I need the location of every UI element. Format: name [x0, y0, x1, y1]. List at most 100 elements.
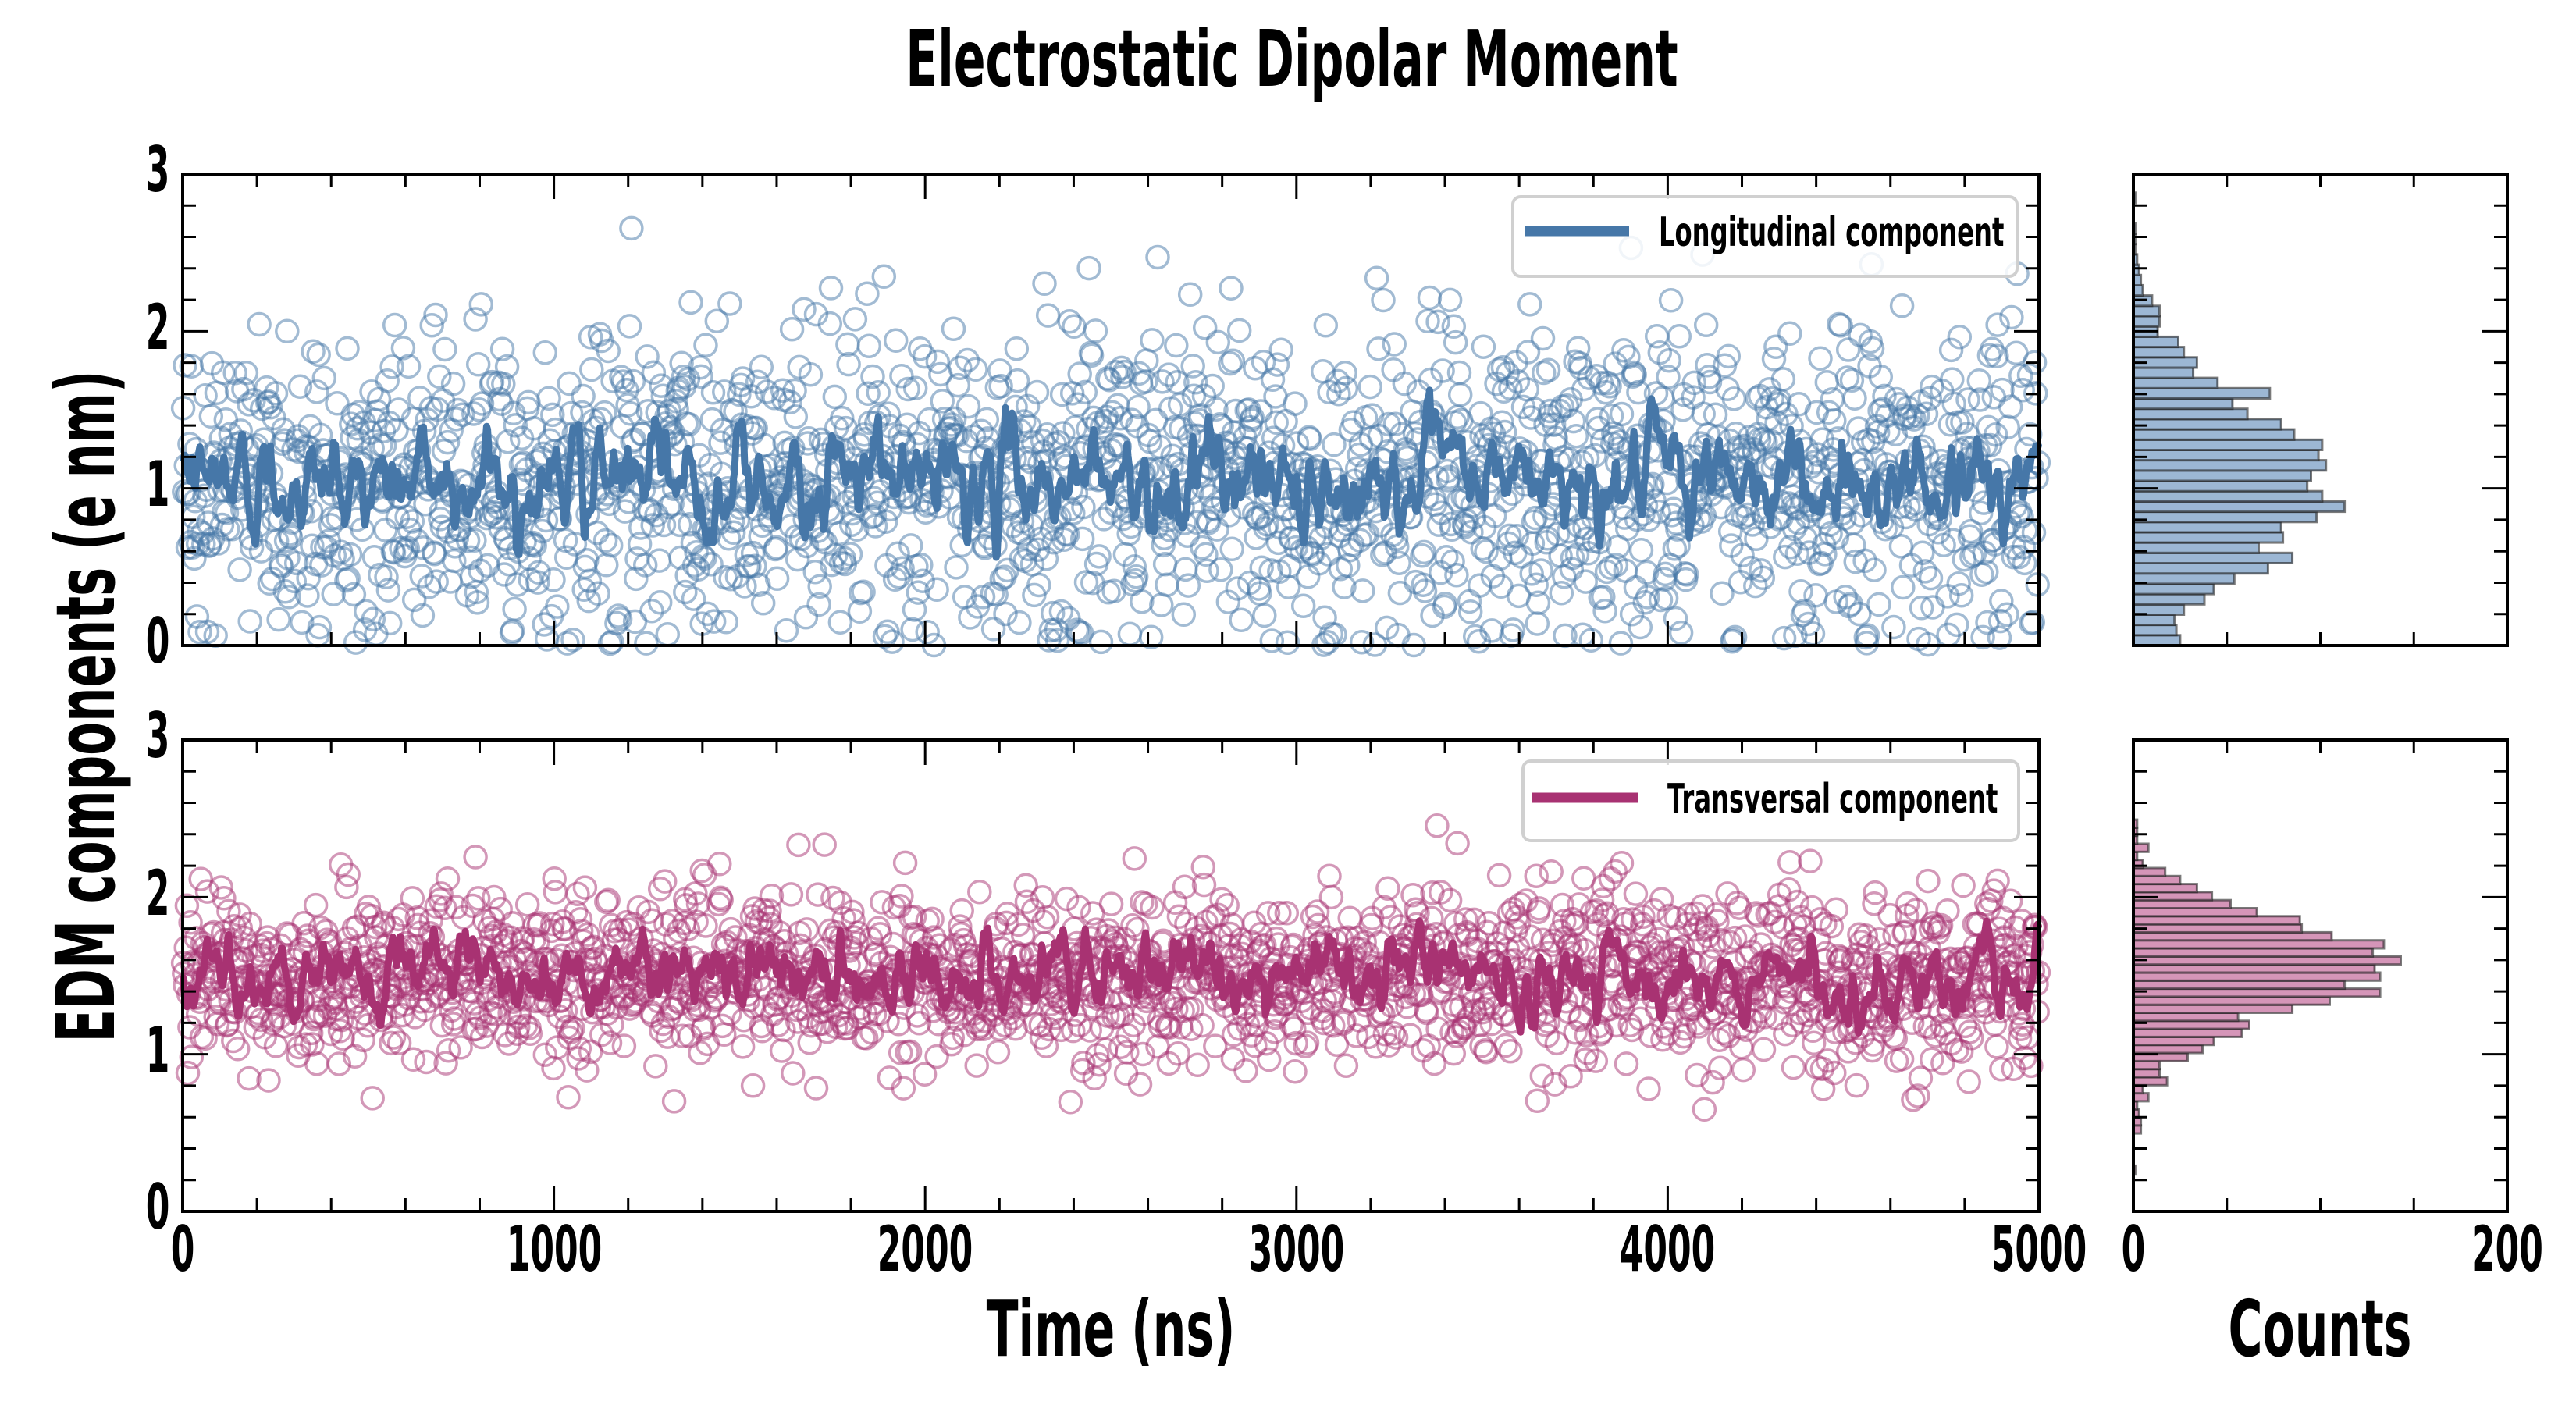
- scatter-point: [556, 1085, 581, 1110]
- scatter-point: [306, 342, 331, 368]
- scatter-point: [335, 336, 360, 361]
- top-scatter-points: [170, 215, 2051, 658]
- scatter-point: [1067, 361, 1092, 386]
- scatter-point: [940, 1025, 966, 1051]
- histogram-bar: [2132, 1019, 2250, 1030]
- scatter-point: [892, 850, 918, 876]
- histogram-bar: [2132, 874, 2182, 886]
- scatter-point: [1471, 334, 1496, 359]
- scatter-point: [643, 1054, 668, 1079]
- scatter-point: [1623, 881, 1649, 906]
- scatter-point: [433, 1051, 458, 1076]
- histogram-bar: [2132, 304, 2161, 318]
- scatter-point: [897, 1039, 923, 1065]
- scatter-point: [1167, 392, 1193, 418]
- scatter-point: [1784, 541, 1810, 566]
- scatter-point: [572, 875, 598, 900]
- scatter-point: [1112, 359, 1137, 385]
- scatter-point: [927, 933, 952, 958]
- scatter-point: [423, 302, 448, 328]
- scatter-point: [669, 350, 694, 376]
- scatter-point: [1788, 578, 1813, 604]
- scatter-point: [384, 418, 409, 443]
- scatter-point: [890, 556, 915, 582]
- scatter-point: [1079, 343, 1105, 368]
- scatter-point: [713, 609, 738, 635]
- scatter-point: [1313, 313, 1339, 338]
- scatter-point: [1525, 611, 1550, 636]
- scatter-point: [414, 1049, 439, 1075]
- scatter-point: [503, 413, 528, 438]
- scatter-point: [1220, 1046, 1246, 1072]
- scatter-point: [1730, 542, 1755, 568]
- scatter-point: [175, 1060, 201, 1086]
- scatter-point: [594, 553, 619, 578]
- scatter-point: [1940, 367, 1965, 392]
- scatter-point: [2021, 520, 2047, 546]
- scatter-point: [647, 877, 673, 902]
- scatter-point: [1034, 905, 1060, 930]
- histogram-bar: [2132, 1059, 2161, 1071]
- scatter-point: [1430, 358, 1455, 383]
- top-histogram-bars: [2132, 191, 2347, 647]
- scatter-point: [720, 520, 746, 546]
- scatter-point: [1763, 334, 1788, 360]
- scatter-point: [916, 407, 942, 432]
- scatter-point: [1722, 624, 1748, 650]
- y-tick-labels-bottom: 0 1 2 3: [146, 700, 170, 1244]
- scatter-point: [1674, 562, 1699, 587]
- scatter-point: [955, 347, 980, 373]
- scatter-point: [1149, 592, 1174, 617]
- scatter-point: [1062, 314, 1087, 340]
- ytick-label-bottom-1: 1: [146, 1015, 170, 1087]
- scatter-point: [621, 911, 646, 937]
- scatter-point: [600, 629, 624, 655]
- scatter-point: [783, 404, 809, 429]
- scatter-point: [1171, 602, 1197, 628]
- scatter-point: [915, 619, 940, 645]
- scatter-point: [435, 866, 461, 891]
- scatter-point: [1260, 367, 1286, 393]
- scatter-point: [1560, 408, 1586, 434]
- scatter-point: [269, 554, 294, 579]
- scatter-point: [1974, 559, 1999, 585]
- scatter-point: [873, 509, 898, 534]
- scatter-point: [980, 617, 1006, 642]
- scatter-point: [888, 1040, 913, 1065]
- scatter-point: [1446, 360, 1472, 386]
- scatter-point: [541, 567, 566, 592]
- scatter-point: [1457, 599, 1483, 624]
- scatter-point: [740, 1073, 766, 1098]
- scatter-point: [455, 528, 481, 553]
- scatter-point: [334, 874, 359, 900]
- scatter-point: [924, 577, 949, 602]
- scatter-point: [1156, 362, 1182, 387]
- scatter-point: [390, 336, 416, 361]
- scatter-point: [1681, 370, 1707, 396]
- scatter-point: [1795, 504, 1820, 529]
- scatter-point: [802, 560, 828, 585]
- scatter-point: [1489, 410, 1514, 435]
- scatter-point: [656, 494, 681, 520]
- scatter-point: [1076, 255, 1101, 281]
- scatter-point: [1126, 394, 1151, 420]
- scatter-point: [822, 384, 848, 410]
- scatter-point: [287, 374, 313, 399]
- histogram-bar: [2132, 624, 2178, 637]
- scatter-point: [585, 581, 610, 606]
- scatter-point: [394, 504, 419, 529]
- scatter-point: [1026, 572, 1051, 598]
- scatter-point: [1268, 337, 1293, 363]
- scatter-point: [377, 610, 403, 636]
- histogram-bar: [2132, 987, 2382, 998]
- scatter-point: [708, 430, 733, 455]
- x-axis-label-time: Time (ns): [987, 1284, 1236, 1375]
- scatter-point: [1778, 535, 1803, 560]
- scatter-point: [227, 557, 252, 582]
- scatter-point: [300, 533, 325, 558]
- scatter-point: [1626, 379, 1651, 405]
- scatter-point: [895, 412, 920, 438]
- scatter-point: [993, 601, 1018, 627]
- histogram-bar: [2132, 1068, 2161, 1079]
- scatter-point: [1275, 630, 1300, 656]
